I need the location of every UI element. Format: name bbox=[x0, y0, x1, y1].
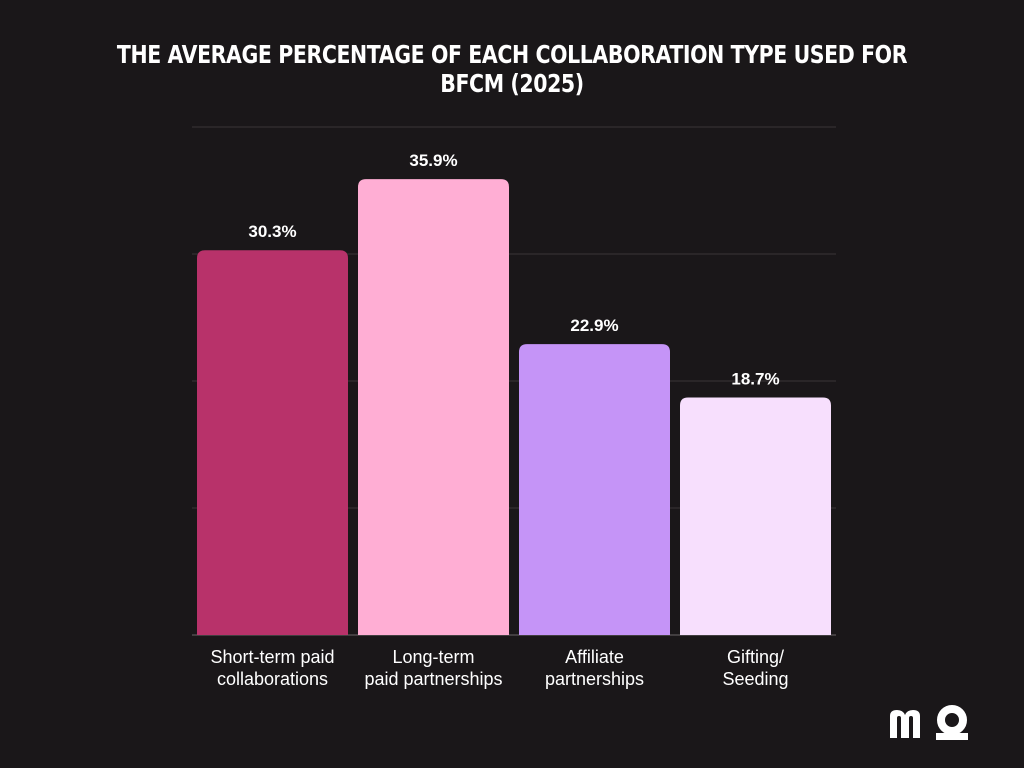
bar-value-label: 18.7% bbox=[731, 370, 779, 389]
bar bbox=[197, 250, 348, 635]
bar bbox=[680, 397, 831, 635]
category-label: Affiliate partnerships bbox=[510, 646, 680, 690]
category-label-line: Long-term bbox=[392, 647, 475, 667]
category-label-line: paid partnerships bbox=[364, 669, 503, 689]
category-label: Long-term paid partnerships bbox=[349, 646, 519, 690]
value-labels: 30.3% 35.9% 22.9% 18.7% bbox=[248, 151, 779, 388]
category-label-line: collaborations bbox=[216, 669, 329, 689]
bar-value-label: 35.9% bbox=[409, 151, 457, 170]
bar-value-label: 22.9% bbox=[570, 316, 618, 335]
bar bbox=[519, 344, 670, 635]
chart-title: THE AVERAGE PERCENTAGE OF EACH COLLABORA… bbox=[116, 40, 908, 98]
bar bbox=[358, 179, 509, 635]
category-label-line: Affiliate bbox=[565, 647, 624, 667]
bar-value-label: 30.3% bbox=[248, 222, 296, 241]
category-label-line: Gifting/ bbox=[726, 647, 785, 667]
category-label-line: partnerships bbox=[544, 669, 645, 689]
category-label-line: Short-term paid bbox=[210, 647, 335, 667]
category-label-line: Seeding bbox=[722, 669, 789, 689]
category-label: Gifting/Seeding bbox=[671, 646, 841, 690]
category-label: Short-term paid collaborations bbox=[188, 646, 358, 690]
mo-logo-icon bbox=[890, 705, 968, 740]
bars bbox=[197, 179, 831, 635]
